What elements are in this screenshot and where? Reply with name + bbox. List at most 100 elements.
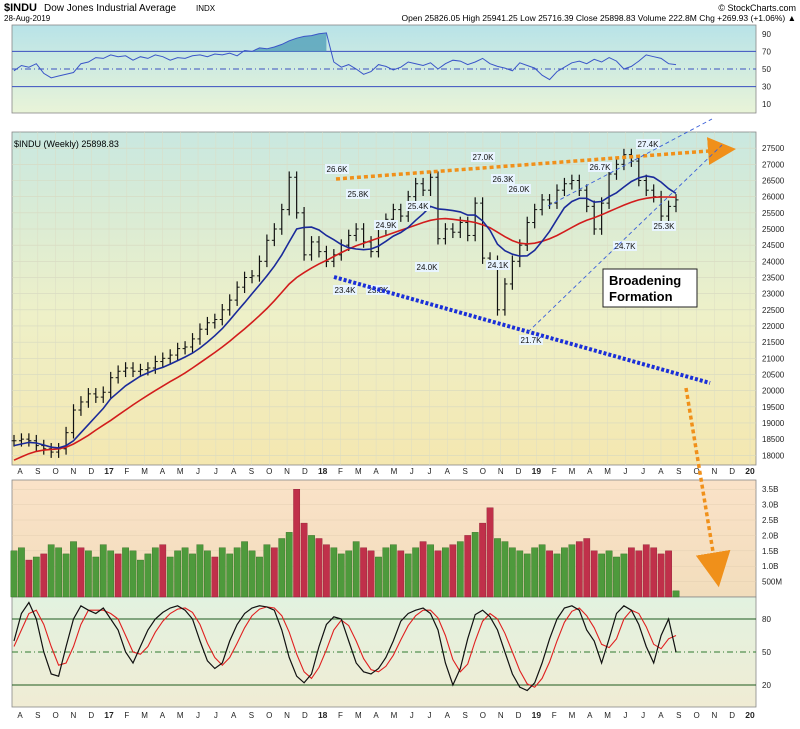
x-axis-label: A	[587, 467, 593, 476]
x-axis-label: D	[302, 711, 308, 720]
price-point-label: 26.7K	[590, 163, 612, 172]
volume-bar	[531, 547, 539, 598]
date-label: 28-Aug-2019	[4, 14, 51, 23]
volume-bar	[442, 547, 449, 598]
x-axis-label: M	[177, 467, 184, 476]
price-tick-label: 25000	[762, 225, 785, 234]
price-tick-label: 20000	[762, 387, 785, 396]
volume-bar	[204, 550, 211, 598]
rsi-tick-label: 90	[762, 30, 771, 39]
volume-bar	[256, 556, 263, 598]
volume-bar	[18, 547, 25, 598]
x-axis-label: J	[196, 467, 200, 476]
volume-bar	[181, 547, 189, 598]
volume-bar	[151, 547, 159, 598]
volume-bar	[449, 544, 457, 598]
volume-bar	[10, 550, 18, 598]
x-axis-label: M	[391, 711, 398, 720]
x-axis-label: M	[569, 467, 576, 476]
price-label-bg	[415, 262, 439, 272]
x-axis-label: M	[141, 467, 148, 476]
price-label-bg	[471, 152, 495, 162]
volume-bar	[620, 553, 628, 598]
volume-bar	[427, 544, 434, 598]
volume-bar	[628, 547, 635, 598]
price-tick-label: 23500	[762, 273, 785, 282]
x-axis-label: N	[71, 711, 77, 720]
x-axis-label: J	[428, 711, 432, 720]
volume-bar	[211, 556, 219, 598]
price-tick-label: 21500	[762, 338, 785, 347]
volume-bar	[642, 544, 650, 598]
price-tick-label: 21000	[762, 354, 785, 363]
annotation-box	[602, 268, 698, 308]
symbol-title: $INDU	[4, 2, 37, 14]
volume-bar	[471, 532, 479, 598]
volume-bar	[613, 556, 620, 598]
volume-bar	[25, 559, 33, 598]
volume-bar	[99, 544, 107, 598]
x-axis-label: S	[676, 467, 681, 476]
x-axis-label: A	[445, 467, 451, 476]
annotation-line-2: Formation	[609, 289, 673, 304]
x-axis-label: F	[552, 467, 557, 476]
x-axis-label: A	[231, 467, 237, 476]
x-axis-label: J	[641, 711, 645, 720]
stoch-tick-label: 80	[762, 615, 771, 624]
price-label-bg	[652, 221, 676, 231]
stoch-k-line	[13, 601, 677, 692]
volume-bar	[114, 553, 122, 598]
price-label-bg	[507, 184, 531, 194]
price-label-bg	[613, 241, 637, 251]
x-axis-label: J	[214, 467, 218, 476]
price-tick-label: 27000	[762, 160, 785, 169]
price-tick-label: 18000	[762, 451, 785, 460]
x-axis-label: A	[587, 711, 593, 720]
x-axis-label: A	[658, 467, 664, 476]
volume-bar	[263, 544, 271, 598]
stochastic-chart: 80 50 20	[12, 601, 771, 692]
x-axis-label: S	[462, 467, 467, 476]
x-axis-label: A	[160, 467, 166, 476]
x-axis-label: M	[391, 467, 398, 476]
wedge-upper-line	[547, 118, 713, 207]
volume-bar	[508, 547, 516, 598]
volume-bar	[233, 547, 241, 598]
price-tick-label: 26500	[762, 176, 785, 185]
volume-bar	[107, 550, 115, 598]
volume-tick-label: 500M	[762, 578, 782, 587]
volume-bar	[159, 544, 167, 598]
volume-bar	[561, 547, 568, 598]
rsi-chart: 90 70 50 30 10	[12, 30, 771, 109]
x-axis-label: M	[177, 711, 184, 720]
volume-bar	[635, 550, 643, 598]
rsi-panel	[11, 24, 757, 114]
price-label-bg	[374, 220, 398, 230]
volume-bar	[137, 559, 144, 598]
price-point-label: 25.8K	[348, 190, 370, 199]
x-axis-label: N	[71, 467, 77, 476]
x-axis-label: N	[711, 467, 717, 476]
price-tick-label: 24000	[762, 257, 785, 266]
volume-bar	[345, 550, 353, 598]
ma30-line	[13, 196, 677, 461]
x-axis-label: F	[124, 467, 129, 476]
volume-chart: 3.5B 3.0B 2.5B 2.0B 1.5B 1.0B 500M	[10, 485, 782, 598]
price-label-bg	[325, 164, 349, 174]
x-axis-label: O	[266, 711, 272, 720]
volume-bar	[218, 547, 226, 598]
price-point-label: 27.4K	[638, 140, 660, 149]
volume-bar	[308, 535, 315, 598]
volume-bar	[598, 553, 605, 598]
x-axis-label: D	[88, 711, 94, 720]
volume-bar	[568, 544, 576, 598]
stoch-d-line	[13, 606, 677, 688]
x-axis-label: A	[445, 711, 451, 720]
volume-bar	[315, 538, 323, 598]
price-tick-label: 25500	[762, 209, 785, 218]
volume-bar	[55, 547, 62, 598]
x-axis-label: N	[498, 467, 504, 476]
x-axis-label: 18	[318, 466, 328, 476]
x-axis-label: D	[516, 467, 522, 476]
